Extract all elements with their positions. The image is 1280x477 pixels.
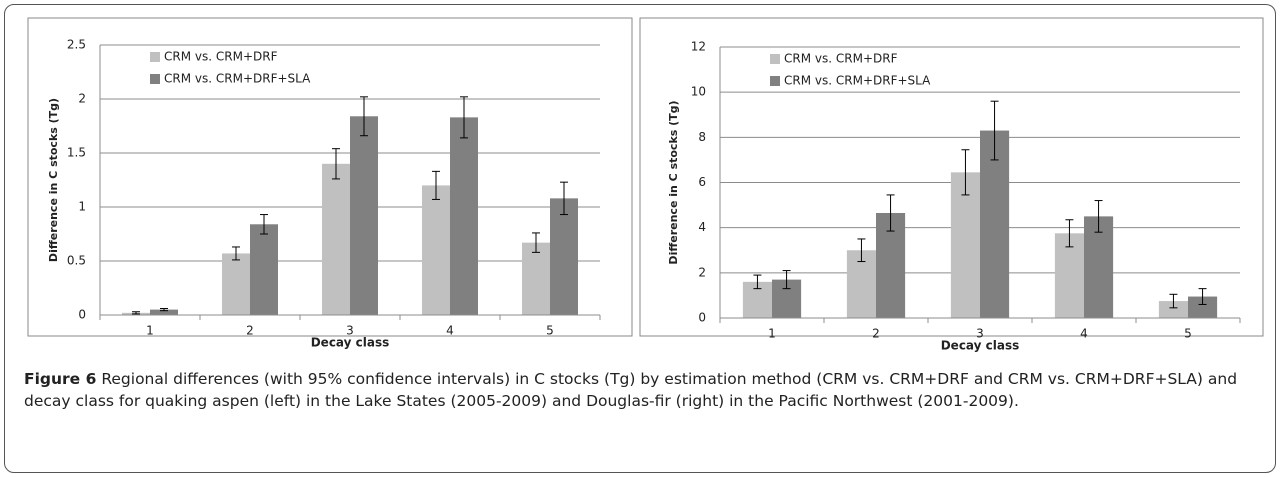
error-bar [160, 308, 168, 312]
x-tick-label: 1 [768, 327, 776, 341]
x-tick-label: 5 [1184, 327, 1192, 341]
x-tick-label: 1 [146, 324, 154, 338]
y-tick-label: 10 [691, 85, 706, 99]
bar [1188, 296, 1218, 318]
y-axis-label: Difference in C stocks (Tg) [47, 98, 60, 262]
y-tick-label: 2 [78, 92, 86, 106]
bar [1054, 233, 1084, 318]
bar [950, 172, 980, 318]
bar [422, 185, 450, 315]
error-bar [260, 214, 268, 235]
bar [980, 130, 1010, 318]
legend-swatch [770, 54, 780, 64]
bar [550, 198, 578, 315]
y-tick-label: 0 [698, 311, 706, 325]
figure-caption: Figure 6 Regional differences (with 95% … [24, 368, 1264, 412]
x-tick-label: 4 [1080, 327, 1088, 341]
error-bar [432, 170, 440, 200]
error-bar [753, 274, 762, 290]
bar [222, 253, 250, 315]
error-bar [857, 238, 866, 263]
y-tick-label: 0.5 [67, 254, 86, 268]
x-axis-label: Decay class [941, 339, 1020, 353]
error-bar [232, 246, 240, 261]
error-bar [1198, 288, 1207, 305]
error-bar [886, 194, 895, 232]
x-tick-label: 2 [872, 327, 880, 341]
y-tick-label: 6 [698, 175, 706, 189]
x-axis-label: Decay class [311, 336, 390, 350]
bar [150, 309, 178, 315]
error-bar [560, 181, 568, 216]
error-bar [782, 270, 791, 290]
legend-label: CRM vs. CRM+DRF+SLA [784, 74, 931, 88]
error-bar [360, 96, 368, 137]
panel-border [27, 17, 633, 337]
x-tick-label: 5 [546, 324, 554, 338]
legend-label: CRM vs. CRM+DRF [784, 52, 898, 66]
error-bar [1065, 219, 1074, 248]
bar [522, 242, 550, 315]
error-bar [990, 100, 999, 161]
y-tick-label: 2 [698, 265, 706, 279]
y-tick-label: 12 [691, 40, 706, 54]
bar [322, 163, 350, 315]
y-tick-label: 1 [78, 200, 86, 214]
error-bar [1169, 293, 1178, 309]
bar [450, 117, 478, 315]
panel-border [639, 17, 1264, 337]
y-tick-label: 2.5 [67, 38, 86, 52]
x-tick-label: 3 [346, 324, 354, 338]
y-tick-label: 8 [698, 130, 706, 144]
bar [350, 116, 378, 315]
y-tick-label: 1.5 [67, 146, 86, 160]
legend-label: CRM vs. CRM+DRF+SLA [164, 72, 311, 86]
bar [1084, 216, 1114, 318]
error-bar [332, 148, 340, 180]
caption-label: Figure 6 [24, 370, 97, 388]
error-bar [1094, 200, 1103, 233]
y-tick-label: 4 [698, 220, 706, 234]
legend-swatch [150, 74, 160, 84]
error-bar [132, 311, 140, 315]
bar [250, 224, 278, 315]
error-bar [460, 96, 468, 139]
y-axis-label: Difference in C stocks (Tg) [667, 100, 680, 264]
y-tick-label: 0 [78, 308, 86, 322]
legend-label: CRM vs. CRM+DRF [164, 50, 278, 64]
figure-frame [4, 4, 1276, 473]
x-tick-label: 3 [976, 327, 984, 341]
x-tick-label: 2 [246, 324, 254, 338]
error-bar [532, 232, 540, 253]
legend-swatch [150, 52, 160, 62]
x-tick-label: 4 [446, 324, 454, 338]
caption-text: Regional differences (with 95% confidenc… [24, 370, 1238, 410]
legend-swatch [770, 76, 780, 86]
error-bar [961, 149, 970, 196]
bar [1158, 301, 1188, 318]
